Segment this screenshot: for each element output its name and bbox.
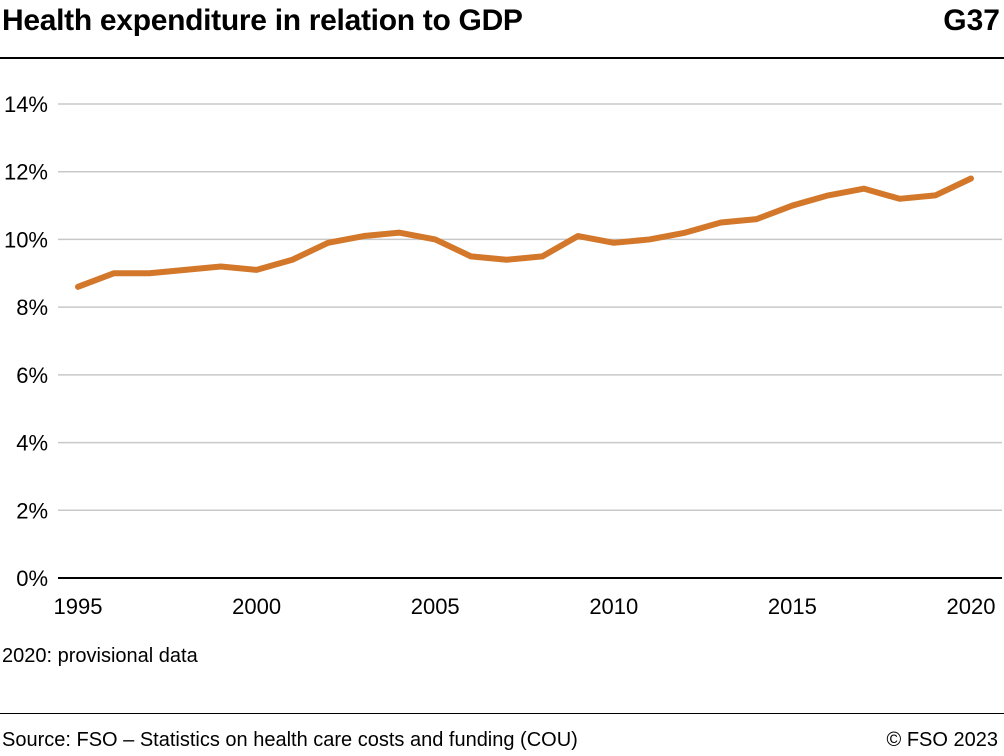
- x-tick-label: 1995: [54, 594, 103, 619]
- chart-code: G37: [943, 4, 1000, 37]
- source-note: Source: FSO – Statistics on health care …: [2, 729, 578, 751]
- footer-divider: [0, 713, 1004, 714]
- x-tick-label: 2020: [947, 594, 996, 619]
- data-series: [75, 175, 974, 290]
- y-tick-label: 8%: [16, 295, 48, 320]
- y-tick-label: 14%: [4, 92, 48, 117]
- y-tick-label: 10%: [4, 227, 48, 252]
- y-tick-label: 2%: [16, 498, 48, 523]
- copyright-note: © FSO 2023: [886, 729, 998, 751]
- y-tick-label: 0%: [16, 566, 48, 591]
- y-tick-label: 6%: [16, 363, 48, 388]
- x-tick-label: 2015: [768, 594, 817, 619]
- y-axis-tick-labels: 0% 2% 4% 6% 8% 10% 12% 14%: [4, 92, 48, 591]
- series-line-0: [75, 175, 974, 290]
- x-tick-label: 2005: [411, 594, 460, 619]
- gridlines: [58, 103, 1002, 579]
- header-divider: [0, 57, 1004, 59]
- provisional-data-note: 2020: provisional data: [2, 645, 198, 667]
- x-tick-label: 2000: [232, 594, 281, 619]
- y-tick-label: 4%: [16, 431, 48, 456]
- y-tick-label: 12%: [4, 160, 48, 185]
- chart-title: Health expenditure in relation to GDP: [2, 4, 523, 37]
- x-axis-tick-labels: 1995 2000 2005 2010 2015 2020: [54, 594, 996, 619]
- line-chart: 0% 2% 4% 6% 8% 10% 12% 14% 1995 2000 2005 2010 2015…: [4, 92, 1002, 619]
- x-tick-label: 2010: [589, 594, 638, 619]
